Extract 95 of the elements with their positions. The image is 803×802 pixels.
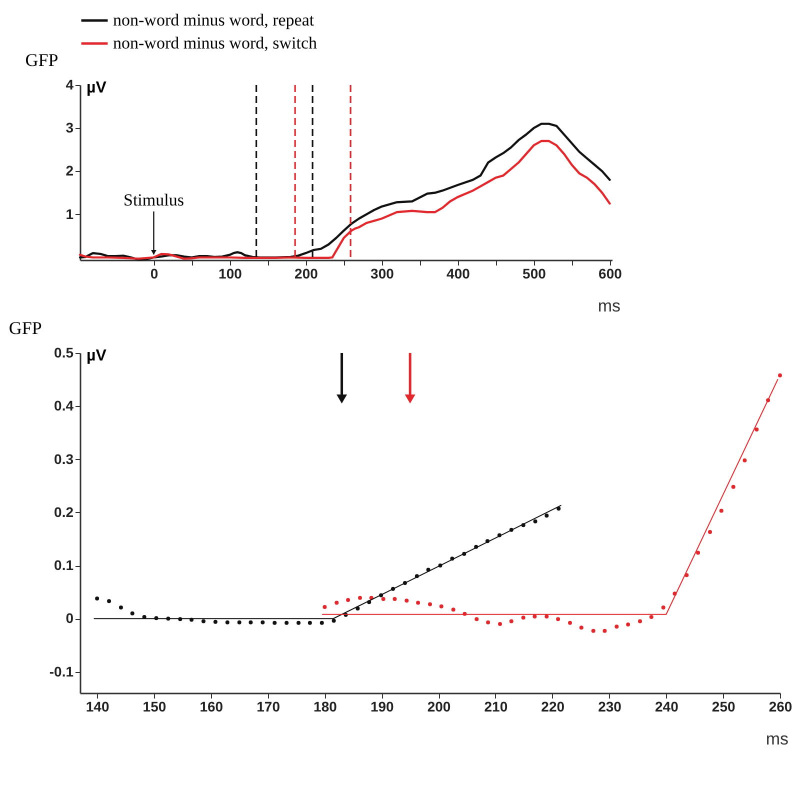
point	[248, 620, 253, 624]
point	[332, 618, 336, 623]
point	[428, 602, 432, 606]
legend-label: non-word minus word, repeat	[113, 10, 314, 30]
x-tick-label: 260	[768, 698, 792, 714]
chart-title: GFP	[25, 50, 58, 70]
point	[356, 606, 360, 611]
point	[544, 614, 549, 618]
point	[416, 600, 420, 605]
point	[130, 611, 134, 616]
point	[521, 616, 526, 620]
point	[509, 619, 514, 624]
point	[742, 458, 747, 462]
point	[381, 596, 386, 601]
y-tick-label: 0.3	[54, 450, 74, 467]
point	[296, 620, 301, 625]
x-tick-label: 190	[370, 698, 394, 714]
point	[602, 628, 607, 633]
y-axis-title: µV	[86, 348, 107, 364]
x-axis-title: ms	[598, 296, 620, 316]
point	[201, 619, 206, 624]
point	[498, 622, 502, 626]
point	[568, 620, 572, 625]
y-tick-label: 0.2	[54, 504, 74, 520]
x-tick-label: 400	[446, 266, 470, 282]
y-tick-label: 0.5	[54, 344, 74, 360]
x-tick-label: 200	[294, 266, 318, 282]
x-tick-label: 160	[200, 698, 224, 714]
point	[778, 373, 782, 378]
point	[474, 617, 479, 622]
x-tick-label: 600	[598, 266, 622, 282]
point	[284, 620, 289, 625]
legend-label: non-word minus word, switch	[113, 34, 318, 52]
point	[579, 626, 584, 630]
x-tick-label: 180	[314, 698, 338, 714]
x-tick-label: 150	[142, 698, 166, 714]
point	[544, 514, 549, 518]
x-axis-title: ms	[766, 730, 788, 748]
point	[532, 614, 537, 618]
x-tick-label: 220	[541, 698, 565, 714]
x-tick-label: 100	[218, 266, 242, 282]
point	[320, 620, 324, 625]
point	[556, 617, 560, 622]
x-tick-label: 140	[86, 698, 110, 714]
point	[439, 604, 444, 608]
y-tick-label: 4	[66, 76, 74, 92]
y-tick-label: 0	[66, 610, 74, 626]
point	[754, 428, 759, 432]
point	[118, 605, 123, 610]
point	[533, 519, 538, 524]
x-tick-label: 230	[598, 698, 622, 714]
point	[358, 596, 362, 600]
chart-title: GFP	[8, 318, 42, 338]
y-tick-label: 0.1	[54, 557, 74, 573]
point	[107, 599, 112, 604]
point	[308, 620, 312, 625]
y-axis-title: µV	[86, 80, 107, 96]
point	[225, 620, 230, 624]
x-tick-label: 250	[712, 698, 736, 714]
point	[237, 620, 242, 624]
x-tick-label: 170	[256, 698, 280, 714]
y-tick-label: 0.4	[54, 398, 74, 414]
y-tick-label: 2	[66, 162, 74, 179]
point	[696, 550, 700, 555]
point	[626, 622, 630, 626]
y-tick-label: -0.1	[49, 663, 74, 680]
x-tick-label: 240	[655, 698, 679, 714]
y-tick-label: 3	[66, 120, 74, 136]
point	[213, 620, 218, 624]
point	[404, 598, 409, 603]
point	[272, 620, 277, 625]
point	[260, 620, 265, 624]
point	[719, 508, 724, 513]
point	[556, 506, 561, 511]
x-tick-label: 300	[370, 266, 394, 282]
point	[591, 628, 596, 633]
point	[614, 624, 619, 629]
point	[708, 530, 712, 534]
point	[649, 615, 654, 620]
x-tick-label: 500	[522, 266, 546, 282]
x-tick-label: 210	[484, 698, 508, 714]
point	[731, 484, 736, 489]
point	[95, 596, 100, 600]
point	[486, 620, 490, 624]
annotation: Stimulus	[123, 190, 184, 210]
y-tick-label: 1	[66, 206, 74, 222]
x-tick-label: 0	[150, 266, 158, 282]
point	[346, 598, 350, 602]
point	[661, 605, 666, 610]
point	[322, 604, 327, 609]
x-tick-label: 200	[427, 698, 451, 714]
point	[392, 596, 397, 601]
point	[334, 600, 339, 605]
point	[451, 608, 456, 612]
point	[638, 619, 642, 624]
